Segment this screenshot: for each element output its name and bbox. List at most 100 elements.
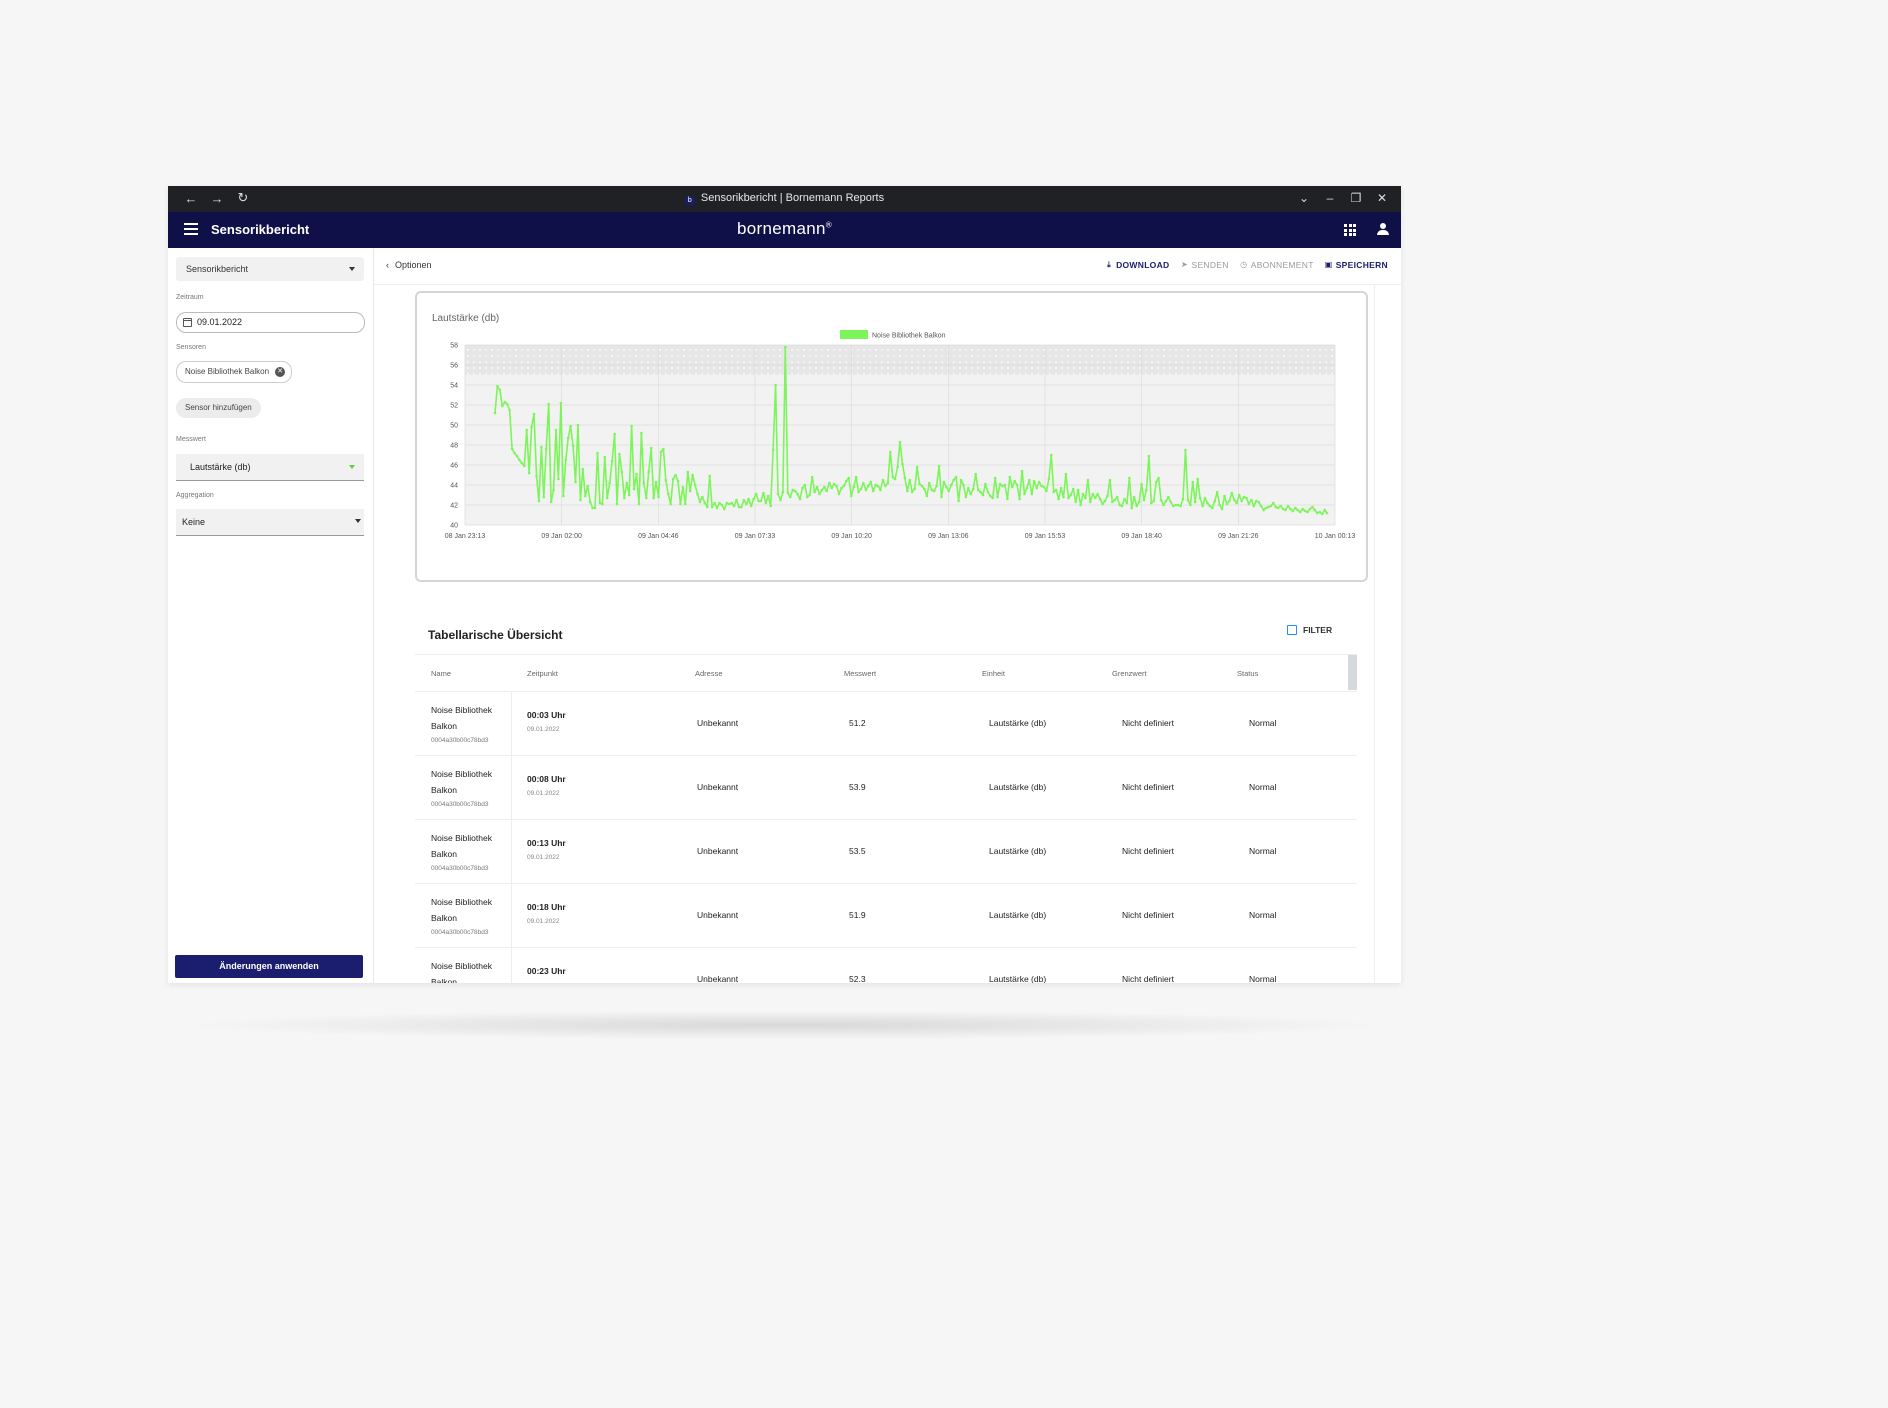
minimize-icon[interactable]: –	[1326, 191, 1334, 205]
save-button[interactable]: ▣ SPEICHERN	[1325, 260, 1388, 270]
options-back-link[interactable]: ‹ Optionen	[386, 260, 432, 270]
row-address: Unbekannt	[697, 910, 739, 920]
row-sensor-id: 0004a30b00c78bd3	[431, 929, 489, 936]
filter-toggle[interactable]: FILTER	[1287, 625, 1332, 635]
reload-icon[interactable]: ↻	[237, 190, 249, 205]
data-point	[1064, 472, 1068, 476]
date-field[interactable]: 09.01.2022	[176, 312, 365, 333]
forward-arrow-icon[interactable]: →	[210, 190, 224, 206]
data-point	[1193, 500, 1197, 504]
data-point	[774, 383, 777, 387]
data-point	[1289, 507, 1292, 511]
chevron-down-icon[interactable]: ⌄	[1298, 191, 1310, 205]
table-row[interactable]: Noise Bibliothek Balkon 0004a30b00c78bd3 0…	[415, 756, 1357, 820]
data-point	[1303, 509, 1307, 513]
data-point	[598, 501, 602, 505]
data-point	[1172, 504, 1175, 508]
data-point	[825, 489, 829, 493]
data-point	[1125, 501, 1129, 505]
data-point	[923, 487, 926, 491]
data-point	[959, 478, 963, 482]
data-point	[1084, 496, 1087, 500]
data-point	[593, 506, 597, 510]
row-limit: Nicht definiert	[1122, 782, 1174, 792]
data-point	[618, 452, 621, 456]
header-unit: Einheit	[982, 669, 1005, 678]
clock-icon: ◷	[1240, 260, 1248, 269]
data-point	[862, 481, 865, 485]
data-point	[1323, 508, 1326, 512]
data-point	[991, 496, 994, 500]
data-point	[915, 465, 919, 469]
data-point	[849, 494, 853, 498]
data-point	[654, 480, 658, 484]
data-point	[1057, 497, 1060, 501]
data-point	[852, 485, 855, 489]
data-point	[1015, 483, 1019, 487]
row-value: 52.3	[849, 974, 866, 983]
data-point	[632, 487, 636, 491]
data-point	[718, 501, 721, 505]
user-icon[interactable]	[1377, 223, 1389, 237]
report-type-select[interactable]: Sensorikbericht	[176, 257, 364, 281]
send-button[interactable]: ➤ SENDEN	[1180, 260, 1228, 270]
data-point	[806, 495, 809, 499]
data-point	[591, 506, 594, 510]
table-scrollbar[interactable]	[1348, 655, 1357, 690]
data-point	[845, 479, 848, 483]
data-point	[669, 502, 672, 506]
back-arrow-icon[interactable]: ←	[184, 190, 198, 206]
measure-value: Lautstärke (db)	[190, 462, 251, 472]
data-point	[796, 492, 799, 496]
data-point	[1037, 480, 1041, 484]
subscription-button[interactable]: ◷ ABONNEMENT	[1240, 260, 1314, 270]
data-point	[749, 504, 753, 508]
data-point	[1142, 498, 1146, 502]
data-point	[720, 503, 724, 507]
report-main: ‹ Optionen ⤓ DOWNLOAD ➤ SENDEN ◷ ABONNEMENT …	[374, 248, 1401, 983]
restore-icon[interactable]: ❐	[1350, 191, 1362, 205]
data-point	[1103, 499, 1107, 503]
aggregation-select[interactable]: Keine	[176, 509, 364, 536]
data-point	[1233, 498, 1236, 502]
data-point	[1286, 504, 1290, 508]
filter-checkbox[interactable]	[1287, 625, 1297, 635]
apps-grid-icon[interactable]	[1344, 224, 1356, 236]
row-time: 00:03 Uhr 09.01.2022	[527, 710, 566, 733]
data-point	[715, 506, 719, 510]
close-icon[interactable]: ✕	[1376, 191, 1388, 205]
row-unit: Lautstärke (db)	[989, 782, 1047, 792]
table-row[interactable]: Noise Bibliothek Balkon 0004a30b00c78bd3 0…	[415, 884, 1357, 948]
aggregation-value: Keine	[182, 517, 206, 527]
data-point	[881, 478, 885, 482]
apply-changes-button[interactable]: Änderungen anwenden	[175, 955, 363, 978]
data-point	[1250, 498, 1253, 502]
x-tick-label: 08 Jan 23:13	[445, 533, 486, 540]
data-point	[676, 479, 680, 483]
data-point	[1186, 498, 1190, 502]
menu-icon[interactable]	[184, 223, 198, 235]
data-point	[1203, 496, 1207, 500]
table-row[interactable]: Noise Bibliothek Balkon 0004a30b00c78bd3 0…	[415, 692, 1357, 756]
header-name: Name	[431, 669, 452, 678]
row-sensor-id: 0004a30b00c78bd3	[431, 737, 489, 744]
download-button[interactable]: ⤓ DOWNLOAD	[1105, 260, 1169, 270]
data-point	[1318, 510, 1321, 514]
x-tick-label: 09 Jan 21:26	[1218, 533, 1259, 540]
data-point	[693, 483, 697, 487]
remove-chip-icon[interactable]: ✕	[275, 367, 286, 377]
table-row[interactable]: Noise Bibliothek Balkon 00:23 Uhr Unbekann…	[415, 948, 1357, 983]
data-point	[1137, 500, 1141, 504]
data-point	[501, 404, 504, 408]
data-point	[1325, 511, 1329, 515]
data-point	[647, 470, 650, 474]
data-point	[1098, 497, 1102, 501]
data-point	[788, 495, 792, 499]
y-tick-label: 42	[450, 503, 458, 510]
data-point	[1128, 476, 1131, 480]
add-sensor-button[interactable]: Sensor hinzufügen	[176, 398, 261, 418]
table-row[interactable]: Noise Bibliothek Balkon 0004a30b00c78bd3 0…	[415, 820, 1357, 884]
report-scroll-area[interactable]: 40 42 44 46 48 50 52 54 56 58 08 Jan 23:13 09 Jan 0…	[374, 285, 1375, 983]
measure-select[interactable]: Lautstärke (db)	[176, 454, 364, 481]
row-unit: Lautstärke (db)	[989, 718, 1047, 728]
